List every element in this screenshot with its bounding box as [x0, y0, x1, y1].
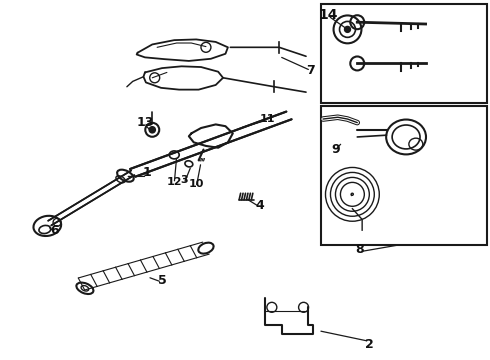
Text: 3: 3 — [180, 175, 188, 185]
Text: 14: 14 — [318, 8, 338, 22]
Text: 13: 13 — [136, 116, 154, 129]
Text: 2: 2 — [365, 338, 374, 351]
Circle shape — [344, 26, 350, 32]
Text: 4: 4 — [255, 199, 264, 212]
Text: 6: 6 — [50, 224, 59, 237]
Text: 1: 1 — [143, 166, 152, 179]
Text: 9: 9 — [331, 143, 340, 156]
Text: 8: 8 — [355, 243, 364, 256]
Text: 10: 10 — [189, 179, 204, 189]
Text: 5: 5 — [158, 274, 167, 287]
Bar — [320, 4, 487, 103]
Text: 11: 11 — [259, 114, 275, 124]
Circle shape — [149, 127, 155, 133]
Text: 12: 12 — [167, 177, 182, 187]
Text: 7: 7 — [307, 64, 315, 77]
Bar — [320, 107, 487, 244]
